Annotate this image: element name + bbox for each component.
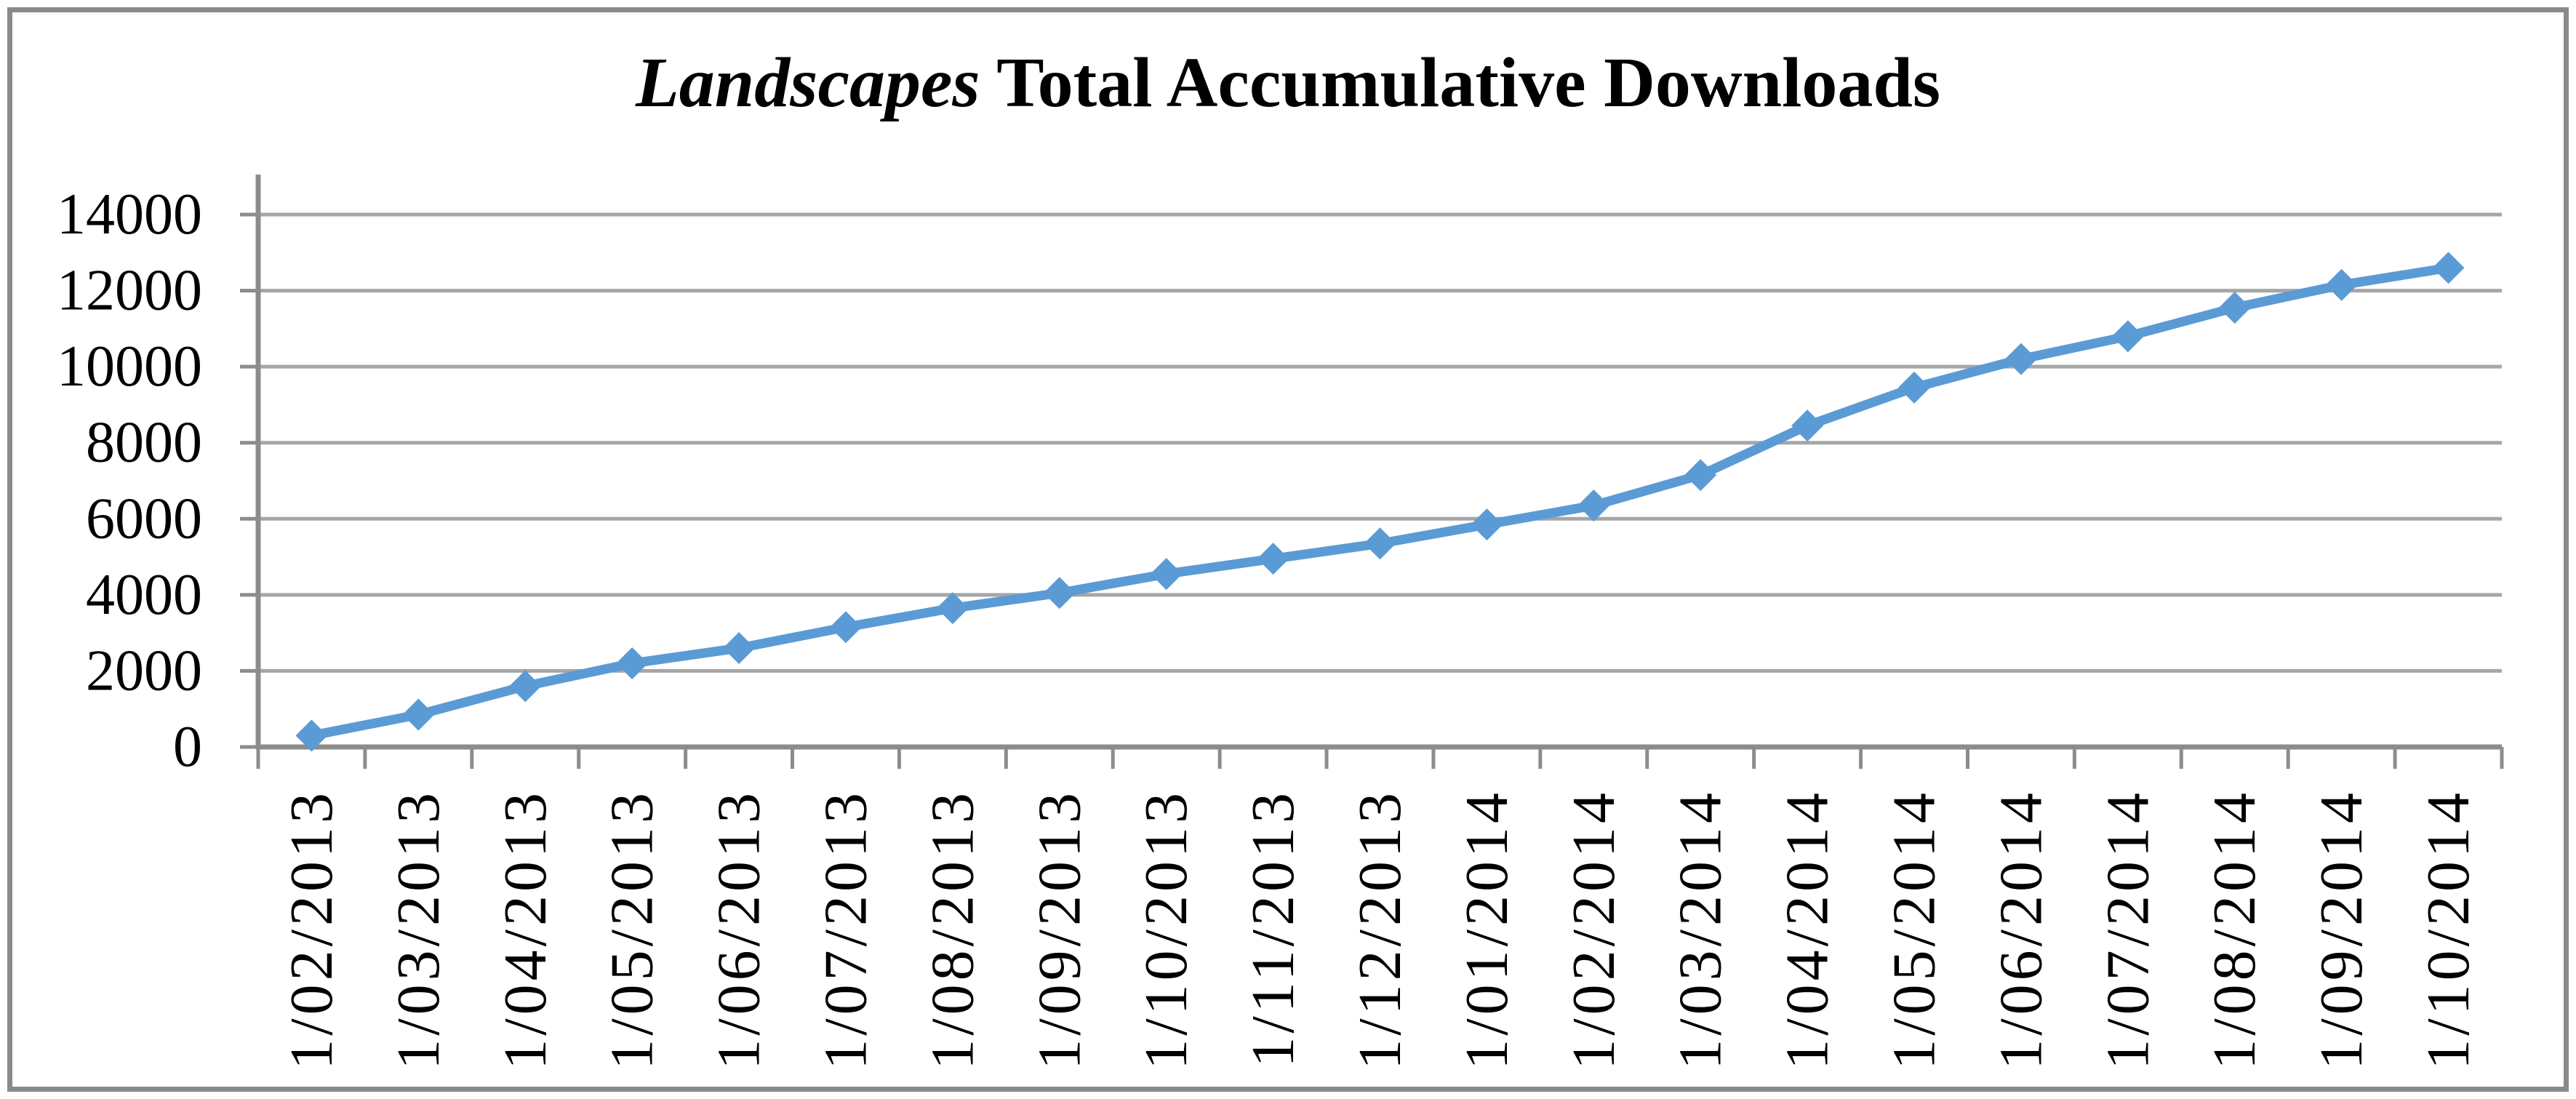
y-tick-label: 2000 bbox=[86, 639, 202, 703]
data-point-marker bbox=[1684, 459, 1717, 492]
x-tick-label: 1/10/2013 bbox=[1132, 789, 1200, 1070]
chart-title-italic-part: Landscapes bbox=[635, 44, 980, 122]
x-tick-label: 1/08/2013 bbox=[919, 789, 986, 1070]
x-tick-label: 1/05/2013 bbox=[599, 789, 666, 1070]
chart-title-rest: Total Accumulative Downloads bbox=[980, 44, 1941, 122]
x-tick-label: 1/03/2014 bbox=[1667, 789, 1735, 1070]
x-tick-label: 1/08/2014 bbox=[2201, 789, 2268, 1070]
data-point-marker bbox=[2218, 292, 2251, 324]
data-point-marker bbox=[1150, 558, 1183, 591]
y-tick-label: 0 bbox=[173, 715, 202, 779]
data-point-marker bbox=[2325, 268, 2358, 301]
x-tick-label: 1/07/2014 bbox=[2094, 789, 2161, 1070]
y-tick-label: 6000 bbox=[86, 487, 202, 551]
x-tick-label: 1/02/2014 bbox=[1560, 789, 1628, 1070]
data-point-marker bbox=[2432, 252, 2465, 284]
data-point-marker bbox=[616, 647, 649, 679]
data-point-marker bbox=[509, 670, 542, 703]
data-point-marker bbox=[1364, 527, 1396, 560]
x-tick-label: 1/07/2013 bbox=[812, 789, 879, 1070]
data-point-marker bbox=[936, 592, 969, 625]
data-point-marker bbox=[2004, 343, 2037, 375]
x-tick-label: 1/09/2013 bbox=[1025, 789, 1093, 1070]
data-point-marker bbox=[1043, 577, 1076, 610]
x-tick-label: 1/09/2014 bbox=[2308, 789, 2375, 1070]
x-tick-label: 1/03/2013 bbox=[385, 789, 452, 1070]
x-tick-label: 1/12/2013 bbox=[1346, 789, 1414, 1070]
data-point-marker bbox=[2111, 320, 2144, 353]
data-point-marker bbox=[723, 632, 756, 665]
y-tick-label: 10000 bbox=[57, 335, 202, 399]
data-point-marker bbox=[1898, 371, 1931, 404]
data-point-marker bbox=[295, 719, 328, 752]
y-tick-label: 4000 bbox=[86, 563, 202, 627]
x-tick-label: 1/11/2013 bbox=[1239, 789, 1307, 1068]
y-tick-label: 14000 bbox=[57, 183, 202, 247]
x-tick-label: 1/05/2014 bbox=[1881, 789, 1948, 1070]
data-point-marker bbox=[829, 611, 862, 644]
x-tick-label: 1/04/2013 bbox=[492, 789, 559, 1070]
x-tick-label: 1/04/2014 bbox=[1774, 789, 1841, 1070]
y-tick-label: 12000 bbox=[57, 259, 202, 323]
chart-title: Landscapes Total Accumulative Downloads bbox=[0, 42, 2576, 124]
data-point-marker bbox=[1577, 489, 1610, 521]
data-point-marker bbox=[1257, 543, 1289, 575]
data-point-marker bbox=[402, 698, 435, 731]
x-tick-label: 1/10/2014 bbox=[2415, 789, 2482, 1070]
data-point-marker bbox=[1791, 409, 1824, 442]
chart-border bbox=[7, 7, 2569, 1092]
x-tick-label: 1/06/2013 bbox=[705, 789, 773, 1070]
x-tick-label: 1/06/2014 bbox=[1987, 789, 2055, 1070]
x-tick-label: 1/02/2013 bbox=[278, 789, 345, 1070]
y-tick-label: 8000 bbox=[86, 411, 202, 475]
data-point-marker bbox=[1471, 508, 1503, 541]
x-tick-label: 1/01/2014 bbox=[1453, 789, 1521, 1070]
